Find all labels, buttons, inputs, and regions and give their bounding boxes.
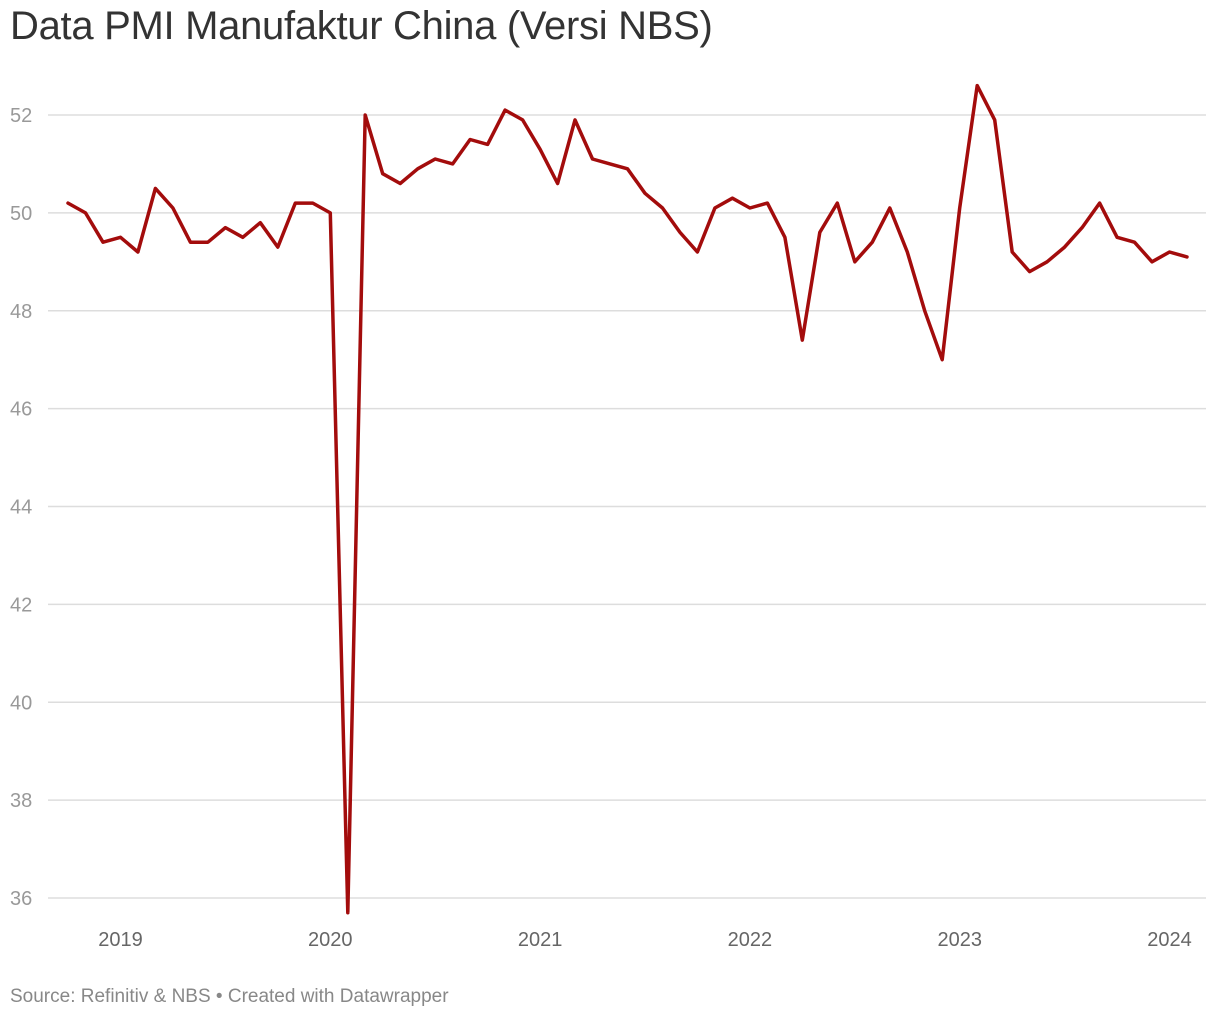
y-tick-label: 48 xyxy=(10,301,32,323)
x-tick-label: 2021 xyxy=(518,929,563,951)
y-tick-label: 36 xyxy=(10,888,32,910)
x-tick-label: 2022 xyxy=(728,929,773,951)
series-group xyxy=(66,83,1189,915)
y-tick-label: 52 xyxy=(10,105,32,127)
y-tick-label: 46 xyxy=(10,399,32,421)
x-tick-label: 2024 xyxy=(1147,929,1192,951)
x-tick-label: 2019 xyxy=(98,929,143,951)
grid-lines xyxy=(48,114,1206,899)
chart-title: Data PMI Manufaktur China (Versi NBS) xyxy=(10,4,713,48)
y-tick-label: 40 xyxy=(10,692,32,714)
y-tick-label: 50 xyxy=(10,203,32,225)
series-line-pmi xyxy=(66,83,1189,915)
x-tick-label: 2023 xyxy=(937,929,982,951)
x-axis-ticks: 2019 2020 2021 2022 2023 2024 xyxy=(98,929,1192,951)
y-tick-label: 38 xyxy=(10,790,32,812)
x-tick-label: 2020 xyxy=(308,929,353,951)
y-tick-label: 44 xyxy=(10,497,32,519)
y-tick-label: 42 xyxy=(10,594,32,616)
y-axis-ticks: 36 38 40 42 44 46 48 50 52 xyxy=(10,105,32,910)
source-footer: Source: Refinitiv & NBS • Created with D… xyxy=(10,986,449,1007)
